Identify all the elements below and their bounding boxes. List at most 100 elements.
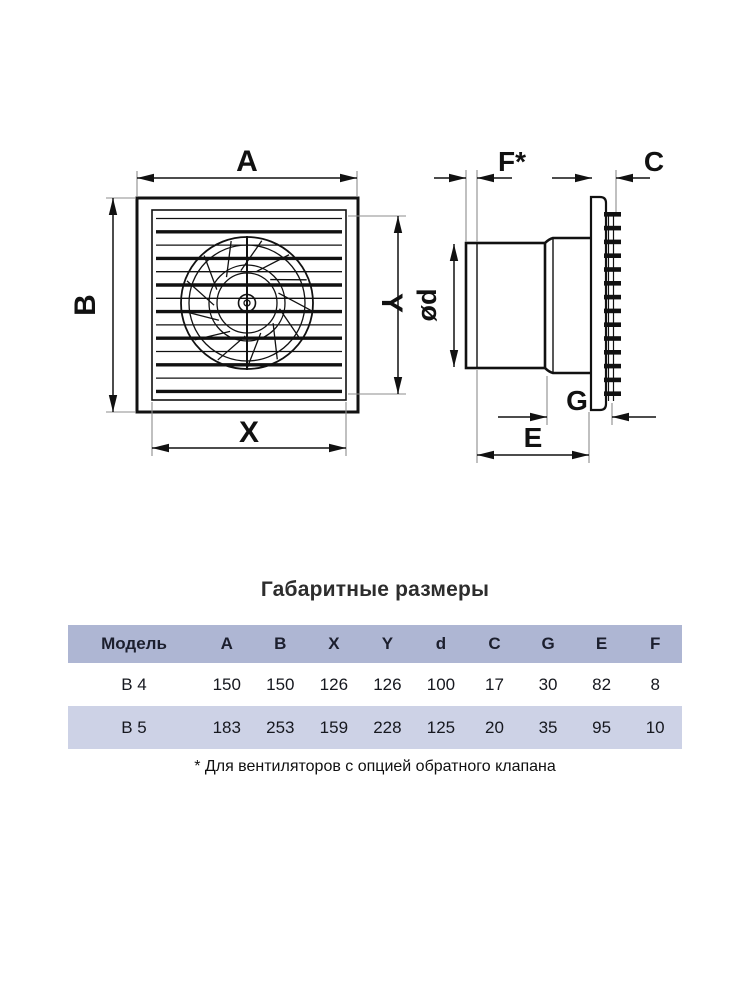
fan-impeller: [180, 236, 314, 370]
louver-tooth: [604, 239, 621, 245]
louver-tooth: [604, 350, 621, 355]
table-cell: 183: [212, 717, 241, 737]
drawing-line: [278, 292, 311, 311]
dimension-e: E: [476, 370, 590, 463]
table-header-cell: E: [595, 634, 608, 653]
table-cell: 126: [373, 674, 402, 694]
louver-tooth: [604, 377, 621, 383]
louver-tooth: [604, 294, 621, 300]
table-cell: 30: [538, 674, 558, 694]
dim-label-f: F*: [498, 146, 526, 177]
dimension-c: C: [552, 146, 664, 212]
table-header-cell: F: [649, 634, 661, 653]
table-cell: 8: [650, 674, 660, 694]
dim-label-c: C: [644, 146, 664, 177]
louver-tooth: [604, 308, 621, 314]
dim-label-e: E: [524, 422, 543, 453]
drawing-line: [240, 240, 263, 271]
model-cell: В 4: [121, 674, 147, 694]
arrowhead: [616, 173, 633, 183]
arrowhead: [477, 450, 494, 460]
table-cell: 150: [266, 674, 295, 694]
arrowhead: [393, 377, 403, 394]
dim-label-a: A: [236, 145, 258, 178]
arrowhead: [572, 450, 589, 460]
table-cell: 253: [266, 717, 295, 737]
louver-tooth: [604, 267, 621, 272]
dim-label-x: X: [239, 416, 259, 449]
dim-label-d: ød: [412, 289, 442, 322]
fan-blades: [183, 240, 311, 368]
arrowhead: [530, 412, 547, 422]
arrowhead: [329, 443, 346, 453]
arrowhead: [108, 395, 118, 412]
louver-tooth: [604, 336, 621, 341]
table-cell: 35: [538, 717, 558, 737]
front-inner-frame: [151, 209, 347, 401]
louver-tooth: [604, 322, 621, 327]
table-row-model-b4: В 4 150 150 126 126 100 17 30 82 8: [68, 663, 682, 706]
louver-tooth: [604, 253, 621, 258]
louver-tooth: [604, 281, 621, 286]
table-cell: 10: [645, 717, 665, 737]
drawing-line: [194, 330, 231, 341]
front-frame: [135, 196, 360, 414]
louver-tooth: [604, 225, 621, 231]
table-cell: 95: [592, 717, 612, 737]
footnote: * Для вентиляторов с опцией обратного кл…: [194, 758, 556, 775]
dimension-g: G: [498, 376, 656, 425]
table-cell: 20: [485, 717, 504, 737]
dimension-d: ød: [412, 244, 459, 367]
arrowhead: [449, 350, 459, 367]
table-cell: 17: [485, 674, 504, 694]
drawing-line: [278, 308, 301, 340]
page-title: Габаритные размеры: [260, 578, 490, 601]
drawing-line: [203, 255, 218, 290]
dimension-x: X: [151, 402, 347, 456]
arrowhead: [340, 173, 357, 183]
model-cell: В 5: [121, 717, 147, 737]
arrowhead: [137, 173, 154, 183]
dimensions-table: Модель A B X Y d C G E F В 4 150 150 126…: [68, 625, 682, 749]
table-cell: 159: [319, 717, 349, 737]
dimension-f: F*: [434, 146, 526, 242]
table-header-row: Модель A B X Y d C G E F: [68, 625, 682, 663]
dimension-a: A: [136, 145, 358, 196]
table-cell: 228: [373, 717, 402, 737]
flange-plate: [589, 195, 608, 412]
dimension-b: B: [69, 197, 135, 413]
louver-tooth: [604, 363, 621, 369]
table-cell: 126: [319, 674, 349, 694]
drawing-line: [183, 310, 220, 321]
table-header-cell: C: [488, 634, 501, 653]
drawing-line: [246, 332, 262, 368]
table-cell: 100: [426, 674, 456, 694]
arrowhead: [449, 173, 466, 183]
arrowhead: [449, 244, 459, 261]
drawing-line: [225, 240, 232, 278]
table-header-cell: G: [541, 634, 555, 653]
dim-label-g: G: [566, 385, 588, 416]
fan-dimension-svg: A B Y: [69, 145, 664, 463]
body-bottom-edge: [544, 367, 591, 375]
arrowhead: [108, 198, 118, 215]
drawing-line: [256, 254, 290, 273]
side-view: F* C ød: [412, 146, 664, 463]
side-louver-teeth: [604, 212, 621, 396]
drawing-line: [186, 280, 215, 306]
table-header-cell: d: [435, 634, 447, 653]
table-cell: 82: [592, 674, 612, 694]
dimension-y: Y: [348, 215, 408, 395]
arrowhead: [575, 173, 592, 183]
table-header-cell: Модель: [101, 634, 167, 653]
table-header-cell: X: [328, 634, 340, 653]
louver-tooth: [604, 391, 621, 396]
arrowhead: [393, 216, 403, 233]
dim-label-y: Y: [375, 293, 408, 313]
arrowhead: [612, 412, 629, 422]
drawing-line: [217, 335, 246, 361]
side-louver-grille: [604, 212, 621, 401]
duct: [464, 241, 547, 370]
arrowhead: [477, 173, 494, 183]
